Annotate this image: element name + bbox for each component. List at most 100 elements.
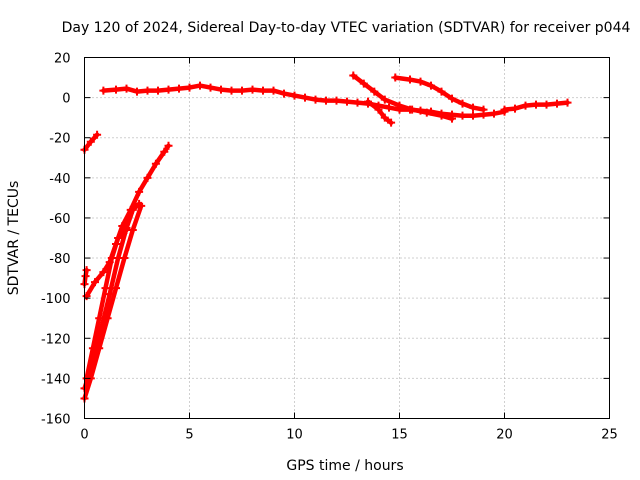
data-point bbox=[395, 105, 404, 114]
series-descending-track-b bbox=[393, 75, 486, 112]
data-point bbox=[511, 104, 519, 113]
series-layer bbox=[80, 71, 572, 403]
data-point bbox=[490, 109, 498, 118]
data-point bbox=[458, 111, 467, 120]
data-point bbox=[118, 221, 127, 230]
x-tick-label: 5 bbox=[185, 428, 193, 443]
data-point bbox=[196, 81, 204, 90]
data-point bbox=[479, 105, 488, 114]
y-tick-label: 20 bbox=[54, 52, 71, 67]
data-point bbox=[380, 113, 389, 122]
data-point bbox=[437, 111, 446, 120]
data-point bbox=[238, 86, 246, 95]
data-point bbox=[359, 79, 368, 88]
data-point bbox=[380, 95, 389, 104]
y-tick-label: -120 bbox=[41, 332, 71, 347]
chart-title: Day 120 of 2024, Sidereal Day-to-day VTE… bbox=[62, 20, 631, 36]
data-point bbox=[408, 105, 417, 114]
data-point bbox=[120, 254, 129, 263]
series-main-band bbox=[101, 83, 507, 118]
x-tick-label: 20 bbox=[496, 428, 513, 443]
data-point bbox=[164, 141, 173, 150]
x-tick-label: 15 bbox=[391, 428, 408, 443]
data-point bbox=[206, 83, 215, 92]
x-axis-label: GPS time / hours bbox=[286, 458, 403, 474]
grid-layer bbox=[84, 57, 610, 419]
data-point bbox=[290, 91, 299, 100]
data-point bbox=[135, 199, 144, 208]
data-point bbox=[82, 266, 91, 275]
data-point bbox=[427, 81, 435, 90]
data-point bbox=[469, 111, 477, 120]
data-point bbox=[175, 84, 183, 93]
data-point bbox=[103, 314, 112, 323]
data-point bbox=[332, 96, 341, 105]
data-point bbox=[114, 234, 123, 242]
x-tick-label: 10 bbox=[286, 428, 303, 443]
data-point bbox=[217, 85, 225, 94]
data-point bbox=[521, 101, 530, 110]
data-point bbox=[301, 93, 309, 102]
data-point bbox=[99, 86, 108, 95]
y-axis-label: SDTVAR / TECUs bbox=[6, 181, 22, 296]
data-point bbox=[82, 292, 91, 301]
data-point bbox=[563, 98, 572, 107]
y-tick-label: -40 bbox=[49, 172, 70, 187]
data-point bbox=[122, 225, 131, 234]
data-point bbox=[227, 86, 236, 95]
series-descending-track-c bbox=[365, 99, 394, 125]
data-point bbox=[370, 87, 379, 96]
data-point bbox=[259, 86, 267, 95]
data-point bbox=[128, 225, 137, 234]
data-point bbox=[95, 314, 104, 323]
data-point bbox=[122, 84, 131, 93]
plot-frame bbox=[84, 57, 610, 419]
data-point bbox=[387, 118, 396, 127]
series-early-rise-main bbox=[84, 143, 171, 299]
data-point bbox=[86, 137, 95, 146]
data-point bbox=[500, 105, 509, 114]
y-tick-label: -80 bbox=[49, 252, 70, 267]
data-point bbox=[322, 96, 330, 105]
data-point bbox=[374, 105, 383, 114]
data-point bbox=[86, 374, 95, 383]
data-point bbox=[143, 173, 152, 182]
data-point bbox=[248, 85, 257, 94]
data-point bbox=[479, 110, 488, 119]
data-point bbox=[95, 344, 104, 353]
data-point bbox=[374, 101, 383, 110]
data-point bbox=[81, 272, 90, 281]
data-point bbox=[542, 100, 551, 109]
data-point bbox=[469, 103, 477, 112]
data-point bbox=[133, 87, 141, 96]
data-point bbox=[395, 101, 404, 110]
data-point bbox=[154, 86, 162, 95]
data-point bbox=[114, 254, 123, 263]
data-point bbox=[160, 147, 169, 156]
data-point bbox=[532, 100, 540, 109]
data-point bbox=[448, 114, 456, 123]
data-point bbox=[135, 187, 144, 196]
series-early-rise-low bbox=[82, 203, 144, 401]
y-tick-label: 0 bbox=[62, 92, 70, 107]
y-tick-label: -20 bbox=[49, 132, 70, 147]
data-point bbox=[437, 87, 446, 96]
data-point bbox=[112, 85, 120, 94]
data-point bbox=[88, 344, 97, 353]
data-point bbox=[88, 358, 97, 367]
data-point bbox=[353, 98, 362, 107]
x-tick-label: 25 bbox=[601, 428, 618, 443]
data-point bbox=[553, 99, 561, 108]
data-point bbox=[448, 110, 456, 119]
data-point bbox=[112, 284, 120, 293]
y-tick-label: -160 bbox=[41, 413, 71, 428]
data-point bbox=[311, 95, 320, 104]
data-point bbox=[151, 159, 160, 168]
y-tick-label: -140 bbox=[41, 372, 71, 387]
data-point bbox=[269, 86, 278, 95]
data-point bbox=[164, 85, 173, 94]
data-point bbox=[91, 278, 99, 287]
data-point bbox=[448, 94, 456, 103]
y-tick-label: -100 bbox=[41, 292, 71, 307]
